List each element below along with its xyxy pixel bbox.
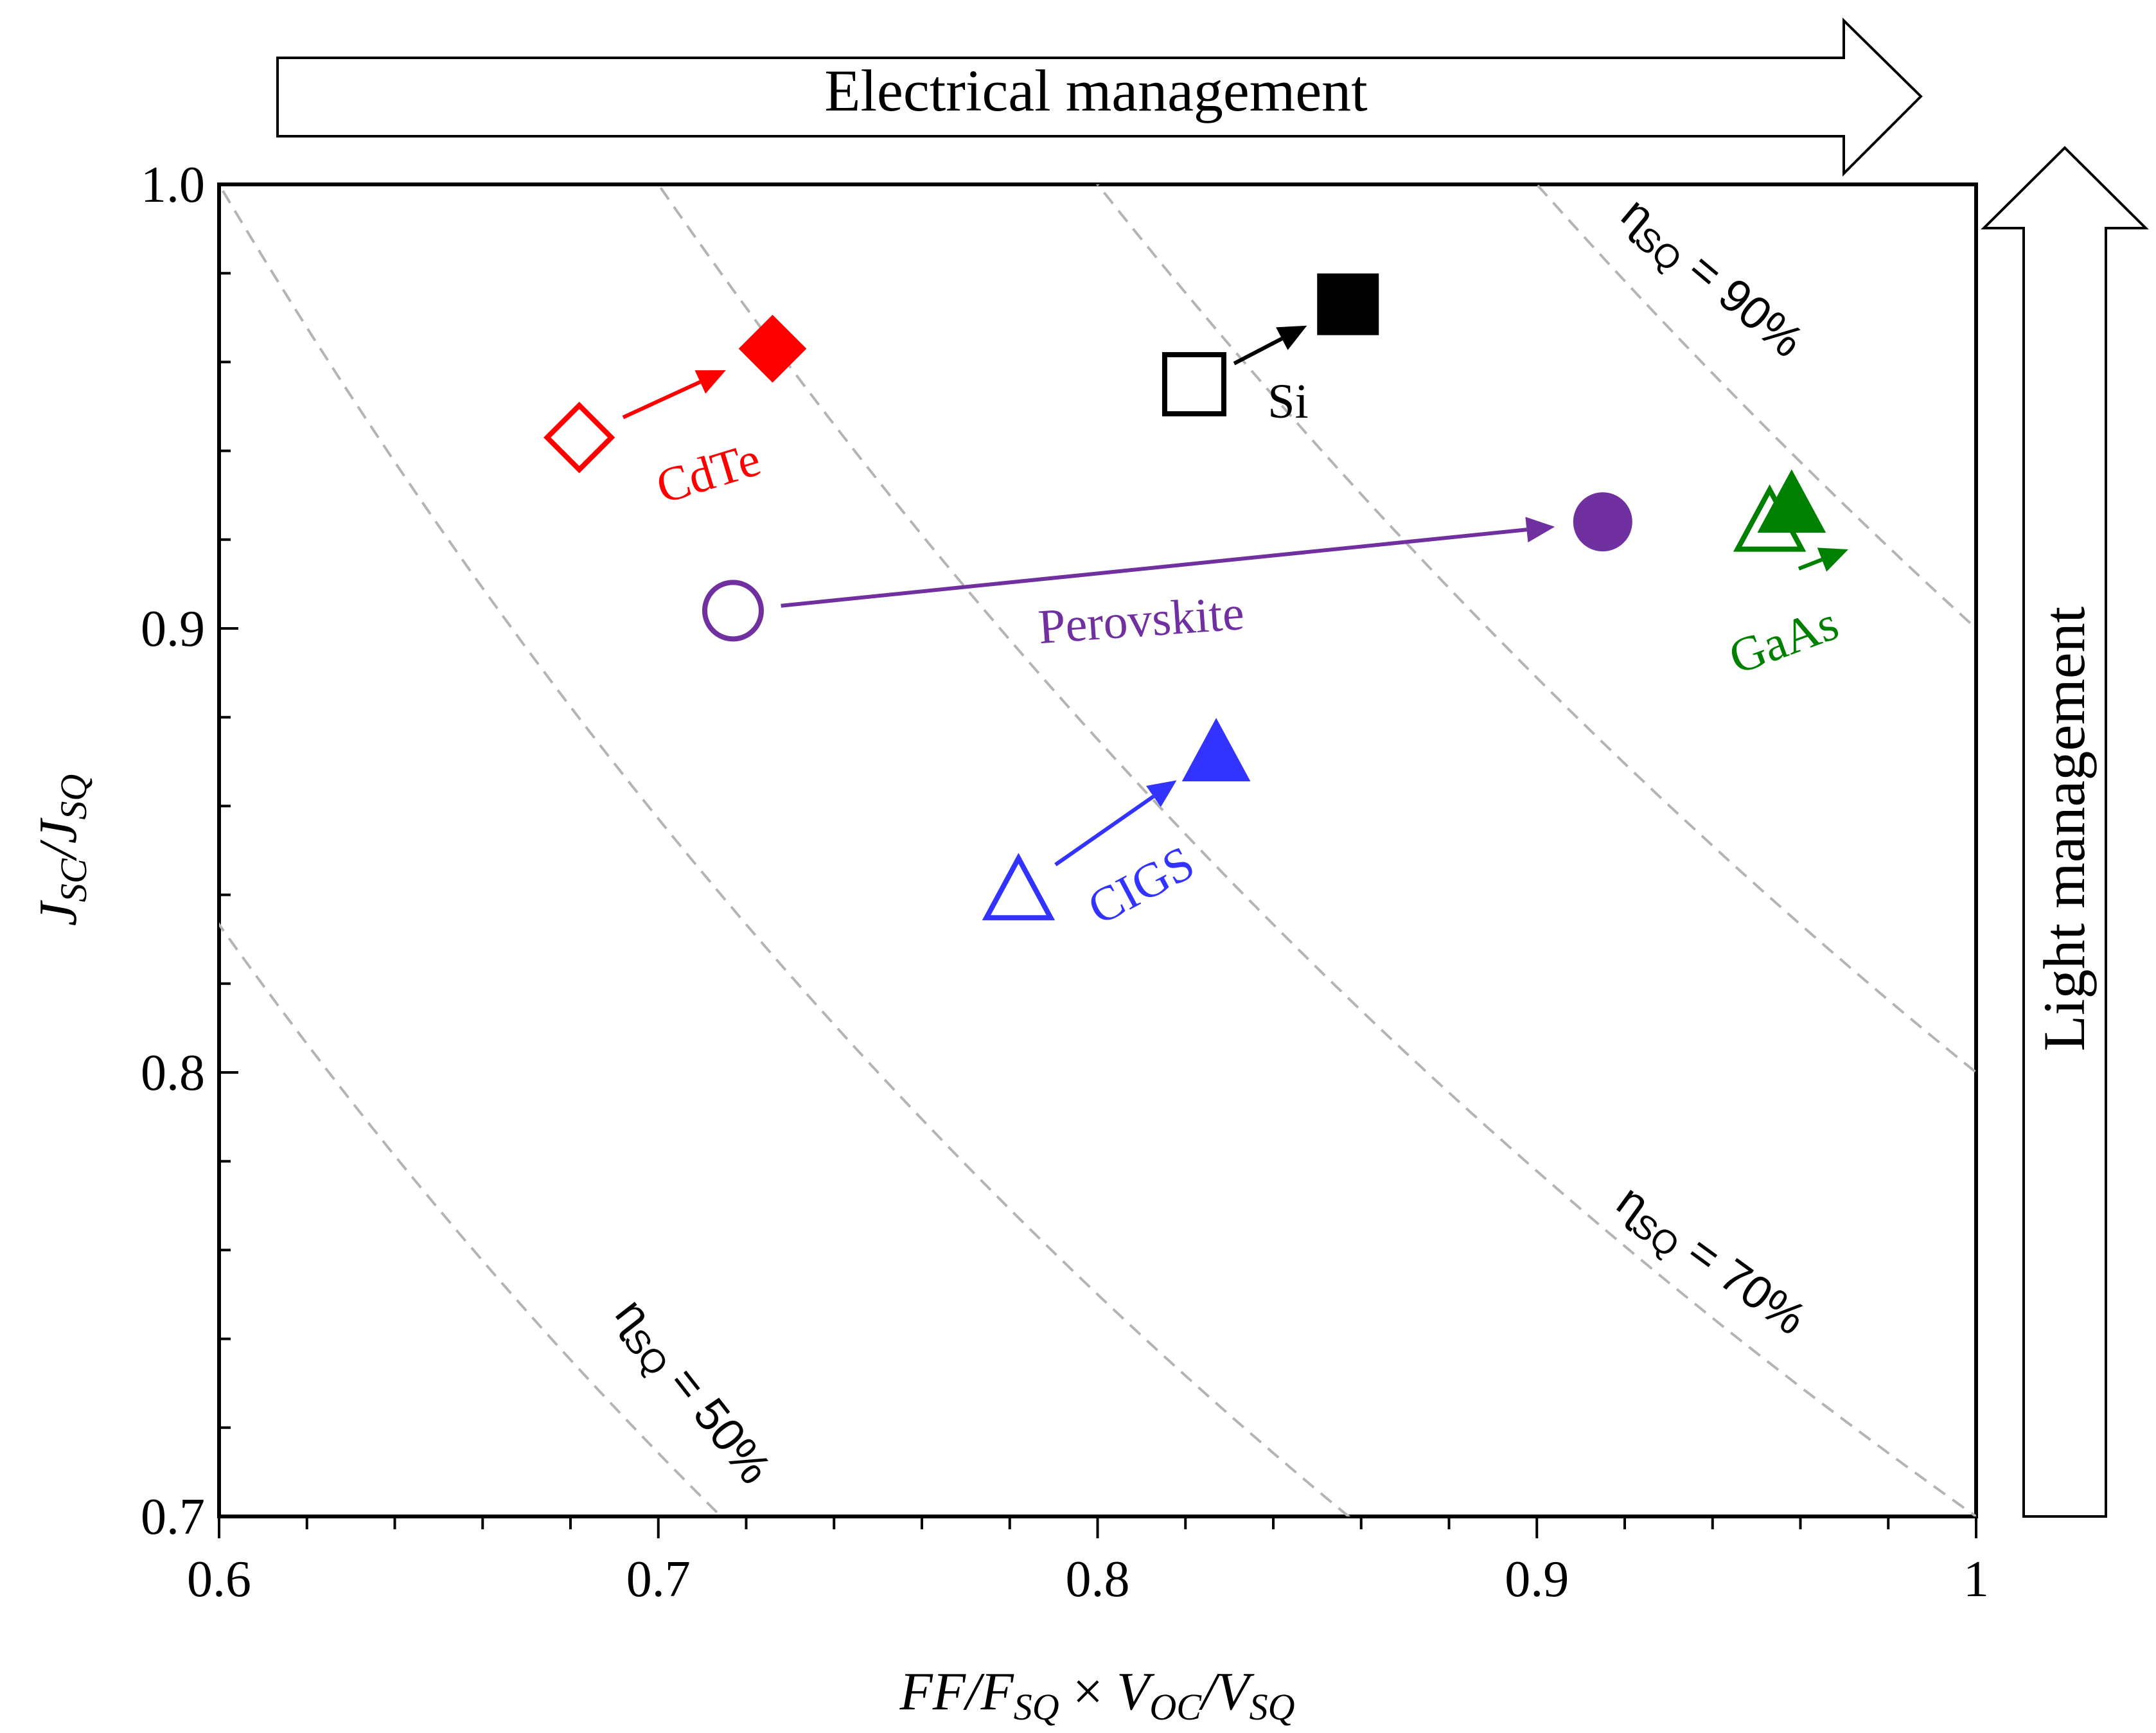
cigs-improved-marker [1181,718,1251,781]
perovskite-label: Perovskite [1036,586,1246,654]
si-initial-marker [1162,351,1226,416]
axis-title-part: F [980,1662,1014,1721]
efficiency-value: = 50% [651,1347,781,1493]
light-management-label: Light management [2031,606,2097,1051]
y-axis-title: JSC/JSQ [28,774,94,927]
y-tick-label: 1.0 [141,157,205,213]
cdte-improved-marker [738,314,807,383]
efficiency-value: = 70% [1668,1218,1816,1346]
gaas-improved-marker [1757,469,1826,533]
x-tick-label: 0.7 [626,1551,691,1608]
gaas-series: GaAs [1722,469,1848,685]
x-tick-label: 0.6 [187,1551,251,1608]
axis-title-part: FF [899,1662,967,1721]
axis-title-subscript: OC [1149,1686,1202,1728]
cigs-label: CIGS [1079,835,1203,935]
cdte-label: CdTe [650,432,766,514]
axis-ticks [218,183,1977,1538]
perovskite-initial-marker [702,580,764,642]
iso-efficiency-curve-50 [219,922,723,1516]
iso-efficiency-curve-90 [1535,184,1976,630]
si-arrow-head [1276,325,1307,350]
cigs-arrow-head [1146,780,1177,807]
y-tick-label: 0.9 [141,601,205,657]
cigs-series: CIGS [982,718,1251,936]
iso-efficiency-curve-60 [219,184,1351,1516]
gaas-arrow-head [1817,547,1848,572]
electrical-management-arrow-shape [276,17,1923,177]
cdte-arrow-shaft [622,380,702,420]
axis-title-part: V [1117,1662,1155,1721]
axis-title-subscript: SC [53,858,94,902]
gaas-arrow-shaft [1798,558,1823,571]
electrical-management-label: Electrical management [824,58,1368,123]
y-tick-label: 0.8 [141,1045,205,1101]
axis-title-part: V [1216,1662,1255,1721]
x-tick-label: 0.9 [1505,1551,1569,1608]
x-tick-label: 1 [1963,1551,1989,1608]
perovskite-improved-marker [1573,492,1632,552]
axis-title-subscript: SQ [1014,1686,1059,1728]
cigs-arrow-shaft [1054,795,1155,867]
cdte-series: CdTe [543,314,807,514]
efficiency-value: = 90% [1668,235,1813,368]
axis-tick-labels: 0.6 0.7 0.8 0.9 1 0.7 0.8 0.9 1.0 [141,157,1989,1608]
perovskite-series: Perovskite [702,492,1632,654]
si-arrow-shaft [1233,337,1283,366]
contour-label-70: ɳSQ = 70% [1604,1175,1816,1350]
contour-label-50: ɳSQ = 50% [600,1289,781,1497]
iso-efficiency-curve-80 [1095,184,1976,1074]
si-improved-marker [1317,273,1379,335]
x-tick-label: 0.8 [1066,1551,1130,1608]
light-management-banner: Light management [1981,146,2149,1518]
contour-label-90: ɳSQ = 90% [1608,187,1813,372]
si-label: Si [1268,375,1308,429]
plot-frame [217,182,1978,1518]
perovskite-arrow-shaft [781,528,1527,608]
axis-title-part: J [28,817,88,844]
cdte-arrow-head [694,370,726,394]
iso-efficiency-curve-70 [657,184,1976,1516]
y-tick-label: 0.7 [141,1489,205,1545]
gaas-label: GaAs [1722,596,1845,684]
x-axis-title: FF/FSQ × VOC/VSQ [899,1662,1295,1728]
cdte-initial-marker [543,402,615,474]
light-management-arrow-shape [1981,146,2149,1518]
efficiency-contours [219,184,1976,1516]
axis-title-subscript: SQ [53,774,94,820]
electrical-management-banner: Electrical management [276,17,1923,177]
axis-title-subscript: SQ [1250,1686,1295,1728]
cigs-initial-marker [982,853,1056,921]
perovskite-arrow-head [1525,517,1555,543]
axis-title-part: J [28,900,88,926]
axis-title-part: × [1059,1662,1117,1721]
data-series: CdTe Si Perovskite GaAs CIGS [543,273,1848,936]
si-series: Si [1162,273,1379,429]
